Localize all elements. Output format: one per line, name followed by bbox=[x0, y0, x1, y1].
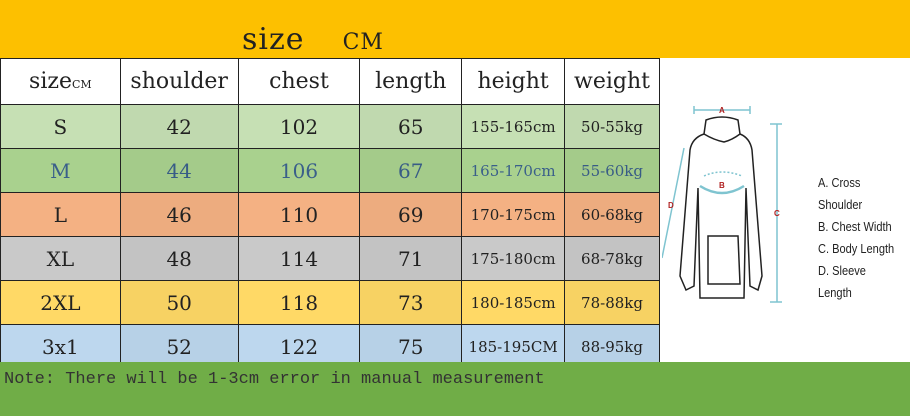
table-row: 3x1 52 122 75 185-195CM 88-95kg bbox=[0, 324, 660, 369]
cell-chest: 110 bbox=[237, 192, 361, 237]
cell-height: 175-180cm bbox=[461, 236, 566, 281]
hoodie-diagram: A B C D bbox=[661, 58, 910, 362]
cell-weight: 88-95kg bbox=[564, 324, 660, 369]
table-row: XL 48 114 71 175-180cm 68-78kg bbox=[0, 236, 660, 281]
title-word: size bbox=[242, 22, 305, 57]
cell-chest: 118 bbox=[237, 280, 361, 325]
measurement-note: Note: There will be 1-3cm error in manua… bbox=[4, 370, 545, 389]
legend-b: B. Chest Width bbox=[818, 219, 892, 234]
cell-chest: 106 bbox=[237, 148, 361, 193]
cell-size: L bbox=[0, 192, 121, 237]
cell-length: 69 bbox=[359, 192, 463, 237]
cell-length: 75 bbox=[359, 324, 463, 369]
table-row: 2XL 50 118 73 180-185cm 78-88kg bbox=[0, 280, 660, 325]
label-a: A bbox=[719, 106, 725, 115]
cell-chest: 114 bbox=[237, 236, 361, 281]
table-row: M 44 106 67 165-170cm 55-60kg bbox=[0, 148, 660, 193]
cell-shoulder: 50 bbox=[119, 280, 239, 325]
header-size: sizeCM bbox=[0, 58, 121, 105]
cell-size: S bbox=[0, 104, 121, 149]
cell-shoulder: 46 bbox=[119, 192, 239, 237]
cell-shoulder: 48 bbox=[119, 236, 239, 281]
legend-c: C. Body Length bbox=[818, 241, 895, 256]
cell-length: 71 bbox=[359, 236, 463, 281]
cell-size: XL bbox=[0, 236, 121, 281]
label-b: B bbox=[719, 181, 725, 190]
hoodie-illustration: A B C D bbox=[661, 106, 782, 303]
table-row: L 46 110 69 170-175cm 60-68kg bbox=[0, 192, 660, 237]
header-length: length bbox=[359, 58, 463, 105]
cell-height: 170-175cm bbox=[461, 192, 566, 237]
bottom-banner bbox=[0, 362, 910, 416]
cell-weight: 78-88kg bbox=[564, 280, 660, 325]
cell-weight: 55-60kg bbox=[564, 148, 660, 193]
cell-height: 165-170cm bbox=[461, 148, 566, 193]
cell-weight: 68-78kg bbox=[564, 236, 660, 281]
legend-d: D. Sleeve Length bbox=[818, 263, 866, 300]
measurement-legend: A. Cross Shoulder B. Chest Width C. Body… bbox=[818, 172, 896, 304]
label-d: D bbox=[668, 201, 674, 210]
cell-height: 155-165cm bbox=[461, 104, 566, 149]
title-unit: CM bbox=[342, 30, 384, 55]
header-height: height bbox=[461, 58, 566, 105]
label-c: C bbox=[774, 209, 780, 218]
chart-title: size CM bbox=[242, 22, 384, 57]
size-table: sizeCM shoulder chest length height weig… bbox=[0, 58, 660, 369]
cell-length: 73 bbox=[359, 280, 463, 325]
cell-shoulder: 42 bbox=[119, 104, 239, 149]
table-row: S 42 102 65 155-165cm 50-55kg bbox=[0, 104, 660, 149]
cell-weight: 50-55kg bbox=[564, 104, 660, 149]
cell-size: 3x1 bbox=[0, 324, 121, 369]
cell-size: 2XL bbox=[0, 280, 121, 325]
cell-length: 65 bbox=[359, 104, 463, 149]
header-row: sizeCM shoulder chest length height weig… bbox=[0, 58, 660, 105]
header-weight: weight bbox=[564, 58, 660, 105]
cell-length: 67 bbox=[359, 148, 463, 193]
cell-shoulder: 52 bbox=[119, 324, 239, 369]
cell-chest: 102 bbox=[237, 104, 361, 149]
cell-weight: 60-68kg bbox=[564, 192, 660, 237]
cell-shoulder: 44 bbox=[119, 148, 239, 193]
cell-height: 180-185cm bbox=[461, 280, 566, 325]
header-shoulder: shoulder bbox=[119, 58, 239, 105]
legend-a: A. Cross Shoulder bbox=[818, 175, 863, 212]
header-chest: chest bbox=[237, 58, 361, 105]
cell-size: M bbox=[0, 148, 121, 193]
top-banner bbox=[0, 0, 910, 58]
